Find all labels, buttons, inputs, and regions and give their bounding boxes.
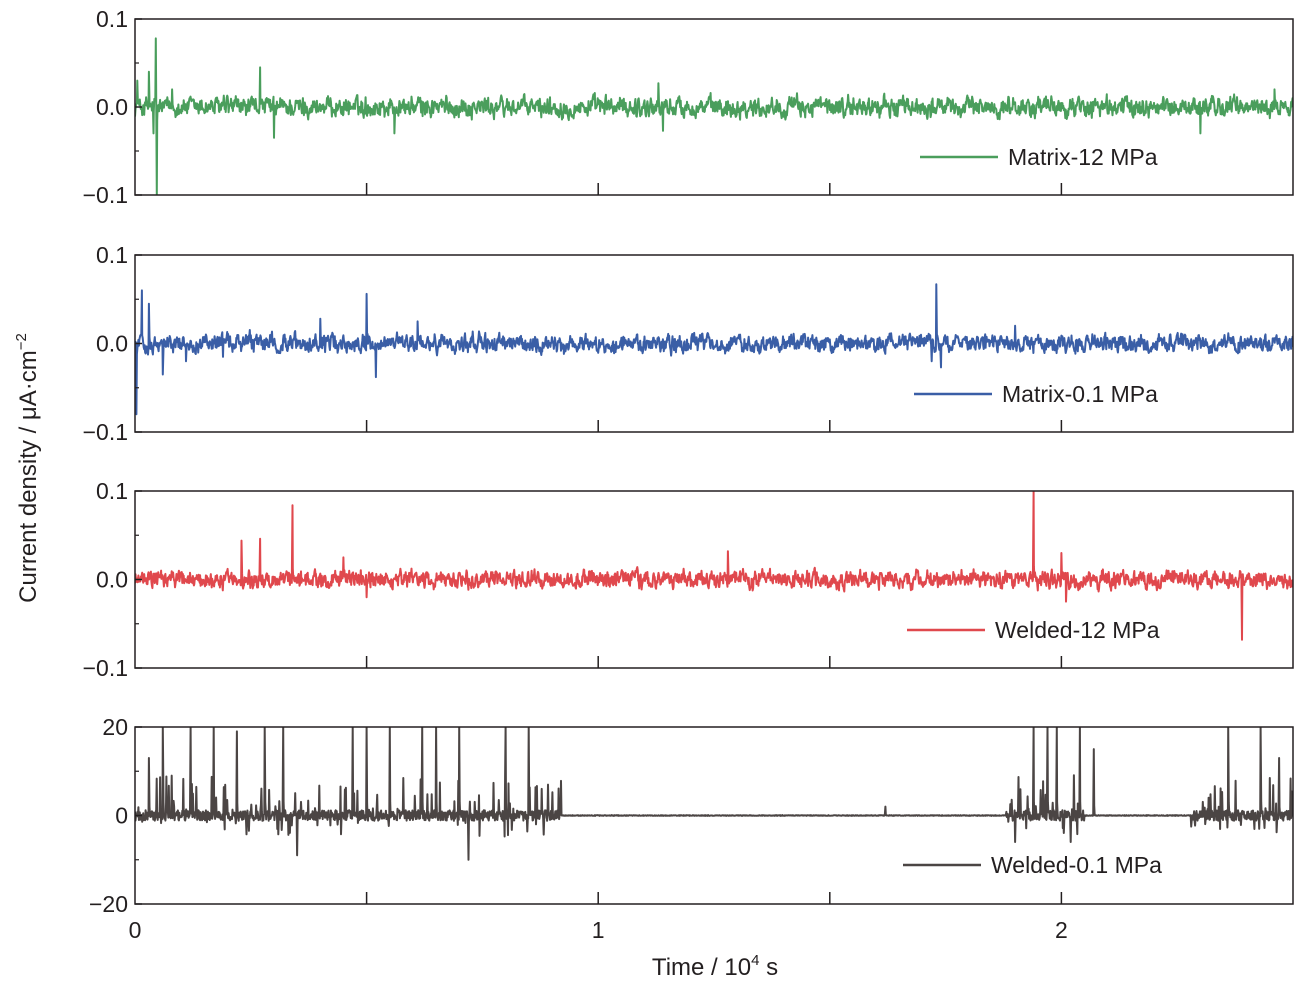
y-tick-label: −0.1 (83, 419, 128, 445)
y-tick-label: 0.1 (96, 478, 128, 504)
y-axis-title-superscript: −2 (13, 333, 30, 350)
y-tick-label: −0.1 (83, 655, 128, 681)
y-tick-label: 0.0 (96, 567, 128, 593)
x-tick-label: 1 (592, 917, 605, 943)
y-tick-label: 0.1 (96, 242, 128, 268)
y-axis-title: Current density / μA·cm−2 (13, 333, 42, 603)
x-tick-label: 2 (1055, 917, 1068, 943)
panel-3: 0.1 0.0 −0.1 Welded-12 MPa (83, 478, 1294, 681)
panel-1: 0.1 0.0 −0.1 Matrix-12 MPa (83, 6, 1294, 208)
legend-label: Welded-0.1 MPa (991, 852, 1162, 878)
series-line-2 (135, 283, 1293, 416)
x-axis-title-unit: s (759, 954, 778, 981)
y-tick-label: −20 (89, 891, 128, 917)
y-tick-label: 0 (115, 803, 128, 829)
y-tick-label: 0.1 (96, 6, 128, 32)
y-tick-label: 20 (102, 714, 128, 740)
series-line-1 (135, 37, 1293, 195)
y-tick-label: −0.1 (83, 182, 128, 208)
panel-4: 20 0 −20 Welded-0.1 MPa (89, 714, 1294, 917)
panel-2: 0.1 0.0 −0.1 Matrix-0.1 MPa (83, 242, 1294, 445)
legend-label: Matrix-0.1 MPa (1002, 381, 1158, 407)
series-line-4 (135, 727, 1293, 861)
x-axis-title-superscript: 4 (751, 952, 759, 969)
x-axis-title: Time / 104 s (652, 952, 778, 981)
series-line-3 (135, 491, 1293, 641)
y-tick-label: 0.0 (96, 94, 128, 120)
y-tick-label: 0.0 (96, 331, 128, 357)
x-tick-label: 0 (129, 917, 142, 943)
panels-layer: 0.1 0.0 −0.1 Matrix-12 MPa 0.1 0.0 −0.1 Matrix-… (83, 6, 1294, 943)
legend-label: Welded-12 MPa (995, 617, 1160, 643)
legend-label: Matrix-12 MPa (1008, 144, 1158, 170)
